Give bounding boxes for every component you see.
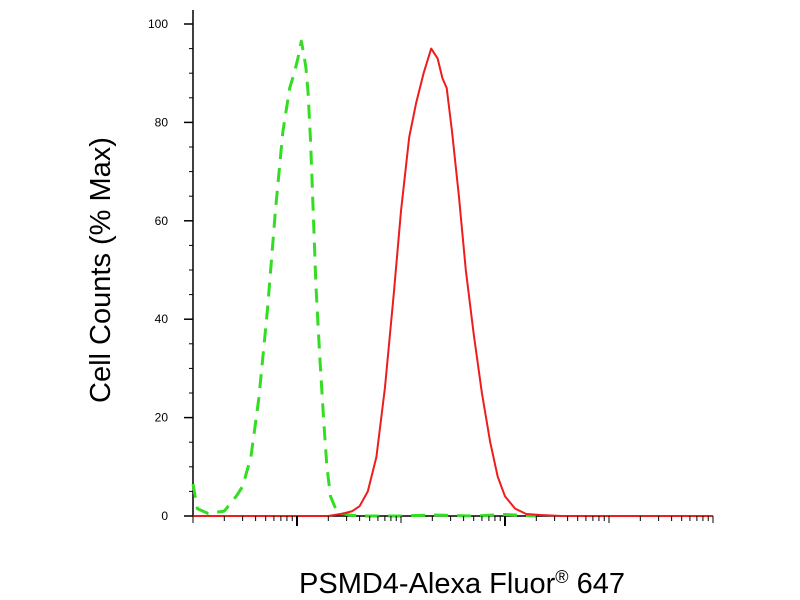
y-axis-title: Cell Counts (% Max) xyxy=(85,137,117,403)
y-tick-label: 20 xyxy=(155,411,169,425)
y-tick-label: 0 xyxy=(161,509,168,523)
x-axis-title-suffix: 647 xyxy=(569,568,625,600)
series-layer xyxy=(191,39,713,518)
y-tick-label: 100 xyxy=(148,17,168,31)
tick-layer: 0 20 40 60 80 100 xyxy=(148,17,714,526)
x-axis-title-superscript: ® xyxy=(555,567,568,587)
control-histogram-line xyxy=(191,39,537,518)
y-tick-label: 40 xyxy=(155,312,169,326)
y-tick-label: 60 xyxy=(155,214,169,228)
x-axis-title-main: PSMD4-Alexa Fluor xyxy=(299,568,556,600)
y-tick-label: 80 xyxy=(155,115,169,129)
x-axis-title: PSMD4-Alexa Fluor® 647 xyxy=(299,567,625,600)
sample-histogram-line xyxy=(193,47,713,517)
